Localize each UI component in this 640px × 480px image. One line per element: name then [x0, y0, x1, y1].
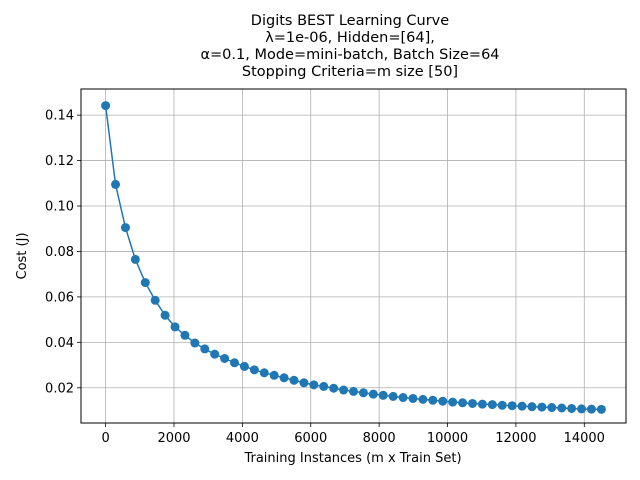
data-point [596, 404, 606, 414]
data-point [408, 393, 418, 403]
data-point [269, 370, 279, 380]
y-axis-label: Cost (J) [15, 232, 30, 279]
series-line [104, 105, 602, 411]
data-point [368, 389, 378, 399]
data-point [438, 396, 448, 406]
data-point [239, 361, 249, 371]
y-tick-label: 0.06 [45, 290, 74, 305]
y-tick-label: 0.10 [45, 200, 74, 215]
data-point [309, 380, 319, 390]
data-point [279, 373, 289, 383]
data-point [329, 383, 339, 393]
x-axis-label: Training Instances (m x Train Set) [243, 451, 461, 466]
data-point [200, 344, 210, 354]
data-point [349, 386, 358, 396]
data-point [557, 403, 567, 413]
x-tick-label: 10000 [427, 431, 468, 446]
chart-title: Digits BEST Learning Curve λ=1e-06, Hidd… [200, 13, 499, 80]
x-tick-label: 4000 [226, 431, 259, 446]
chart-title-line-3: α=0.1, Mode=mini-batch, Batch Size=64 [200, 47, 499, 63]
x-tick-label: 0 [101, 431, 109, 446]
data-point [230, 358, 240, 368]
data-point [497, 400, 507, 410]
data-point [448, 397, 458, 407]
data-point [180, 330, 190, 340]
chart-title-line-4: Stopping Criteria=m size [50] [242, 64, 458, 80]
data-point [398, 393, 408, 403]
data-point [477, 399, 487, 409]
data-point [577, 404, 587, 414]
y-tick-label: 0.02 [45, 381, 74, 396]
data-point [547, 403, 557, 413]
data-point [170, 322, 180, 332]
data-point [586, 404, 596, 414]
data-point [299, 378, 309, 388]
data-point [358, 388, 368, 398]
data-point [388, 391, 398, 401]
data-point [289, 375, 299, 385]
series-layer [101, 101, 606, 414]
data-point [210, 349, 220, 359]
data-point [339, 385, 349, 395]
data-point [378, 390, 388, 400]
data-point [249, 365, 259, 375]
data-point [537, 402, 547, 412]
data-point [160, 310, 170, 320]
data-point [220, 353, 230, 363]
data-point [120, 223, 130, 233]
data-point [101, 101, 111, 111]
data-point [507, 401, 517, 411]
data-point [567, 403, 577, 413]
data-point [190, 338, 200, 348]
data-point [458, 398, 468, 408]
x-tick-label: 8000 [363, 431, 396, 446]
data-point [428, 395, 438, 405]
plot-area-frame [80, 88, 627, 424]
data-point [418, 394, 428, 404]
data-point [319, 381, 329, 391]
data-point [140, 278, 150, 288]
data-point [487, 400, 497, 410]
data-point [467, 398, 477, 408]
x-tick-label: 2000 [157, 431, 190, 446]
chart-title-line-2: λ=1e-06, Hidden=[64], [265, 30, 435, 46]
chart-title-line-1: Digits BEST Learning Curve [251, 13, 449, 29]
data-point [517, 401, 527, 411]
y-tick-label: 0.14 [45, 109, 74, 124]
data-point [150, 295, 160, 305]
axis-ticks: 0 2000 4000 6000 8000 10000 12000 14000 0.02 0.04… [45, 109, 605, 446]
data-point [527, 402, 537, 412]
data-point [130, 254, 140, 264]
y-tick-label: 0.04 [45, 336, 74, 351]
y-tick-label: 0.12 [45, 154, 74, 169]
x-tick-label: 12000 [495, 431, 536, 446]
x-tick-label: 14000 [564, 431, 605, 446]
data-point [259, 368, 269, 378]
x-tick-label: 6000 [294, 431, 327, 446]
y-tick-label: 0.08 [45, 245, 74, 260]
grid-lines [81, 89, 626, 423]
data-point [111, 179, 121, 189]
